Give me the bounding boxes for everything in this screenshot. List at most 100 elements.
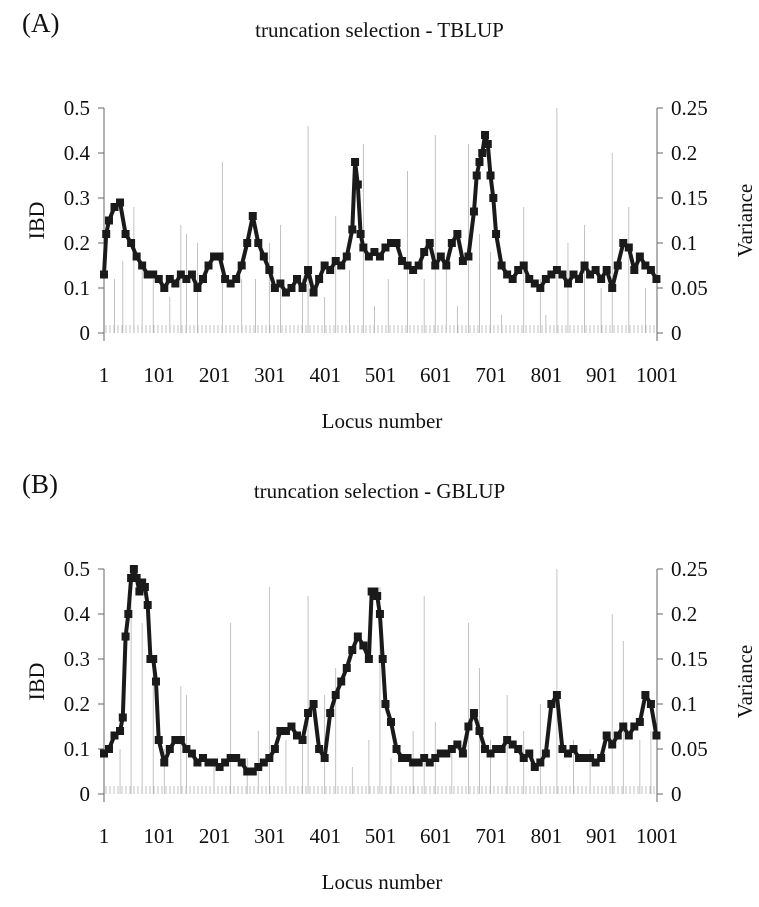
ibd-point [124, 610, 133, 618]
ibd-point [151, 677, 160, 686]
ibd-point [469, 709, 478, 717]
x-tick-label: 301 [254, 363, 286, 387]
ibd-point [243, 767, 252, 776]
ibd-point [481, 745, 490, 753]
ibd-point [392, 745, 401, 753]
ibd-point [414, 758, 423, 767]
x-tick-label: 601 [420, 824, 452, 848]
ibd-point [453, 230, 462, 238]
ibd-point [541, 749, 550, 758]
ibd-point [254, 763, 263, 771]
ibd-point [597, 275, 606, 283]
ibd-point [292, 731, 301, 740]
y-tick-label: 0.5 [64, 96, 90, 120]
ibd-point [525, 749, 534, 758]
ibd-point [503, 736, 512, 744]
ibd-point [608, 740, 617, 749]
ibd-point [337, 261, 346, 270]
ibd-point [541, 275, 550, 283]
ibd-point [486, 749, 495, 758]
ibd-point [232, 754, 241, 762]
ibd-point [641, 261, 650, 270]
panel-label: (B) [22, 469, 58, 499]
ibd-point [132, 252, 141, 261]
y2-tick-label: 0.2 [671, 141, 697, 165]
ibd-point [602, 731, 611, 740]
chart-panel-b: 0 0.1 0.2 0.3 0.4 0.5 0 0.05 0.1 0.15 0.2 0.25 1 101 2… [0, 461, 759, 907]
ibd-point [530, 763, 539, 771]
ibd-point [160, 284, 169, 292]
y2-tick-label: 0.25 [671, 557, 708, 581]
ibd-point [254, 239, 263, 247]
x-tick-label: 1 [99, 363, 110, 387]
ibd-point [315, 275, 324, 283]
ibd-point [102, 230, 111, 238]
x-tick-label: 901 [586, 363, 618, 387]
ibd-point [359, 641, 368, 650]
ibd-point [232, 275, 241, 283]
ibd-point [149, 270, 158, 279]
ibd-point [641, 691, 650, 699]
ibd-point [198, 275, 207, 283]
ibd-point [104, 216, 113, 225]
ibd-point [602, 266, 611, 274]
ibd-point [547, 270, 556, 279]
ibd-point [375, 610, 384, 618]
ibd-point [492, 745, 501, 753]
ibd-point [342, 664, 351, 672]
ibd-point [265, 266, 274, 274]
ibd-point [116, 727, 125, 735]
x-tick-label: 501 [365, 824, 397, 848]
ibd-point [398, 257, 407, 265]
ibd-point [204, 261, 213, 270]
ibd-point [287, 722, 296, 731]
y-tick-label: 0.1 [64, 737, 90, 761]
ibd-point [619, 239, 628, 247]
ibd-point [351, 158, 360, 166]
ibd-point [378, 655, 387, 663]
x-tick-label: 801 [531, 363, 563, 387]
ibd-point [116, 198, 125, 207]
x-tick-label: 601 [420, 363, 452, 387]
ibd-point [373, 592, 382, 600]
ibd-point [436, 252, 445, 261]
ibd-point [519, 261, 528, 270]
ibd-point [210, 252, 219, 261]
ibd-point [483, 140, 492, 148]
ibd-point [193, 758, 202, 767]
ibd-point [331, 691, 340, 699]
ibd-point [431, 754, 440, 762]
ibd-point [530, 279, 539, 288]
ibd-point [281, 727, 290, 735]
ibd-point [270, 745, 279, 753]
ibd-point [580, 261, 589, 270]
ibd-point [127, 574, 136, 582]
ibd-point [140, 583, 149, 591]
ibd-point [182, 745, 191, 753]
ibd-point [165, 745, 174, 753]
ibd-point [536, 758, 545, 767]
x-axis-label: Locus number [322, 870, 443, 894]
ibd-point [326, 709, 335, 717]
ibd-point [243, 239, 252, 247]
ibd-point [270, 284, 279, 292]
ibd-point [187, 270, 196, 279]
ibd-point [370, 587, 379, 596]
chart-a-svg: 0 0.1 0.2 0.3 0.4 0.5 0 0.05 0.1 0.15 0.2 0.25 1 101 2… [24, 96, 757, 433]
ibd-point [129, 565, 138, 573]
ibd-point [154, 736, 163, 744]
ibd-point [154, 275, 163, 283]
ibd-point [171, 279, 180, 288]
ibd-point [210, 758, 219, 767]
ibd-point [613, 261, 622, 270]
ibd-point [171, 736, 180, 744]
ibd-series-markers [100, 565, 661, 776]
ibd-point [420, 248, 429, 256]
ibd-point [381, 700, 390, 708]
x-tick-label: 401 [309, 363, 341, 387]
ibd-point [414, 261, 423, 270]
y-tick-label: 0.2 [64, 692, 90, 716]
ibd-point [409, 266, 418, 274]
x-tick-label: 701 [475, 824, 507, 848]
ibd-point [458, 257, 467, 265]
